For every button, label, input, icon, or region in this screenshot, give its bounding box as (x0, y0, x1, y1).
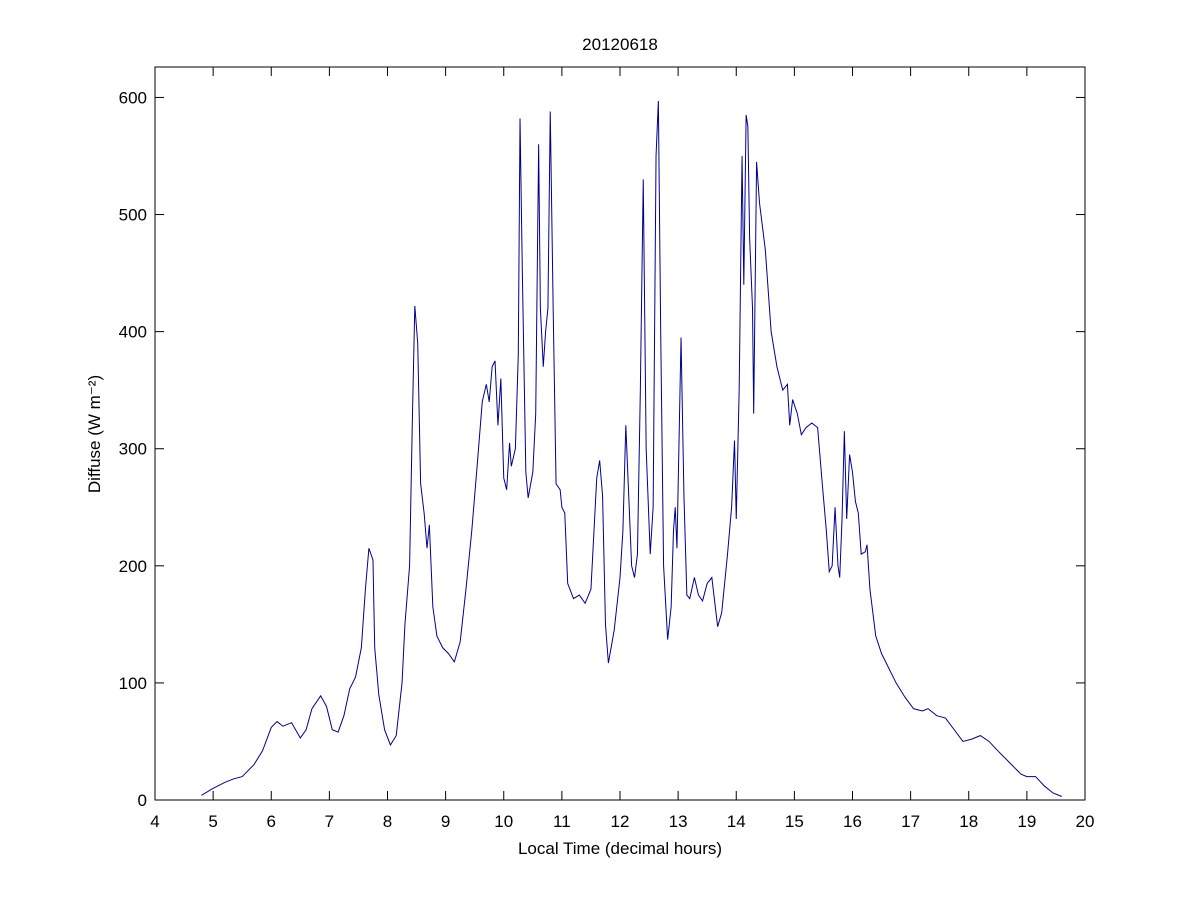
x-tick-label: 9 (441, 812, 450, 831)
x-tick-label: 13 (669, 812, 688, 831)
x-tick-label: 5 (208, 812, 217, 831)
y-tick-label: 600 (119, 88, 147, 107)
x-tick-label: 14 (727, 812, 746, 831)
x-tick-label: 7 (325, 812, 334, 831)
x-tick-label: 12 (611, 812, 630, 831)
x-tick-label: 8 (383, 812, 392, 831)
y-tick-label: 0 (138, 791, 147, 810)
x-tick-label: 18 (959, 812, 978, 831)
x-tick-label: 6 (267, 812, 276, 831)
x-tick-label: 15 (785, 812, 804, 831)
x-tick-label: 4 (150, 812, 159, 831)
y-tick-label: 100 (119, 674, 147, 693)
x-tick-label: 20 (1076, 812, 1095, 831)
y-tick-label: 300 (119, 440, 147, 459)
y-tick-label: 400 (119, 323, 147, 342)
y-tick-label: 200 (119, 557, 147, 576)
x-tick-label: 19 (1017, 812, 1036, 831)
x-tick-label: 16 (843, 812, 862, 831)
y-axis-label: Diffuse (W m⁻²) (85, 375, 104, 493)
x-tick-label: 11 (553, 812, 571, 831)
data-line (201, 100, 1062, 797)
y-tick-label: 500 (119, 206, 147, 225)
chart-title: 20120618 (582, 35, 658, 54)
x-axis-label: Local Time (decimal hours) (518, 839, 722, 858)
x-tick-label: 17 (901, 812, 920, 831)
x-tick-label: 10 (494, 812, 513, 831)
